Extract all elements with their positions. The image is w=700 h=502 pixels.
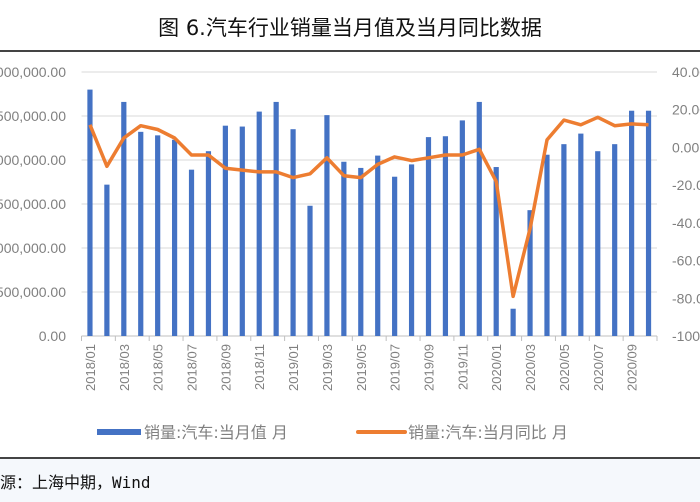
x-axis-tick-label: 2020/05 (557, 344, 572, 391)
x-axis-tick-label: 2019/09 (421, 344, 436, 391)
source-bar: 来源：上海中期，Wind (0, 457, 700, 502)
bar (172, 140, 177, 336)
right-axis-tick-label: 0.00 (672, 139, 699, 155)
legend-swatch-bar (97, 429, 141, 435)
bar (646, 111, 651, 336)
x-axis-tick-label: 2020/03 (523, 344, 538, 391)
bar (612, 144, 617, 336)
bar (206, 151, 211, 336)
right-axis-tick-label: -20.00 (672, 177, 700, 193)
bar (511, 309, 516, 336)
left-axis-tick-label: 2,000,000.00 (0, 152, 66, 168)
x-axis-tick-label: 2019/01 (286, 344, 301, 391)
source-text: 来源：上海中期，Wind (0, 469, 151, 493)
bar (138, 132, 143, 336)
right-axis-tick-label: -80.00 (672, 290, 700, 306)
right-axis-tick-label: 40.00 (672, 64, 700, 80)
right-axis-tick-label: -100.00 (672, 328, 700, 344)
chart-title: 图 6.汽车行业销量当月值及当月同比数据 (0, 0, 700, 50)
left-axis-tick-label: 0.00 (39, 328, 66, 344)
x-axis-tick-label: 2019/03 (320, 344, 335, 391)
bar (257, 112, 262, 336)
x-axis-tick-label: 2019/11 (455, 344, 470, 390)
right-axis-tick-label: 20.00 (672, 102, 700, 118)
left-axis-tick-label: 1,500,000.00 (0, 196, 66, 212)
x-axis-tick-label: 2018/09 (218, 344, 233, 391)
bar (240, 127, 245, 336)
right-axis-tick-label: -60.00 (672, 253, 700, 269)
x-axis-tick-label: 2018/11 (252, 344, 267, 390)
bar (561, 144, 566, 336)
x-axis-tick-label: 2020/01 (489, 344, 504, 391)
legend-label-line: 销量:汽车:当月同比 月 (408, 423, 568, 442)
bar (595, 151, 600, 336)
chart: 0.00 500,000.00 1,000,000.00 1,500,000.00 2,… (0, 52, 700, 457)
bar (392, 177, 397, 336)
bar (629, 111, 634, 336)
bar (274, 102, 279, 336)
bar (290, 129, 295, 336)
bar (341, 162, 346, 336)
left-axis-tick-label: 3,000,000.00 (0, 64, 66, 80)
bar (426, 137, 431, 336)
x-axis-tick-label: 2018/01 (83, 344, 98, 391)
bar (578, 134, 583, 336)
bar (307, 206, 312, 336)
x-axis-tick-label: 2018/07 (185, 344, 200, 391)
legend-label-bar: 销量:汽车:当月值 月 (144, 423, 288, 442)
bar (375, 156, 380, 336)
x-axis-tick-label: 2018/03 (117, 344, 132, 391)
left-axis-tick-label: 1,000,000.00 (0, 240, 66, 256)
left-axis-tick-label: 2,500,000.00 (0, 108, 66, 124)
x-axis-tick-label: 2018/05 (151, 344, 166, 391)
bar (443, 136, 448, 336)
x-axis-tick-label: 2019/07 (388, 344, 403, 391)
right-axis-tick-label: -40.00 (672, 215, 700, 231)
x-axis-tick-label: 2020/07 (591, 344, 606, 391)
x-axis-tick-label: 2020/09 (625, 344, 640, 391)
bar (189, 170, 194, 336)
x-axis-tick-label: 2019/05 (354, 344, 369, 391)
bar (477, 102, 482, 336)
bar (544, 155, 549, 336)
bar (104, 185, 109, 336)
bar (358, 168, 363, 336)
left-axis-tick-label: 500,000.00 (0, 284, 66, 300)
bar (409, 164, 414, 336)
bar (324, 115, 329, 336)
bar (155, 135, 160, 336)
bar (223, 126, 228, 336)
